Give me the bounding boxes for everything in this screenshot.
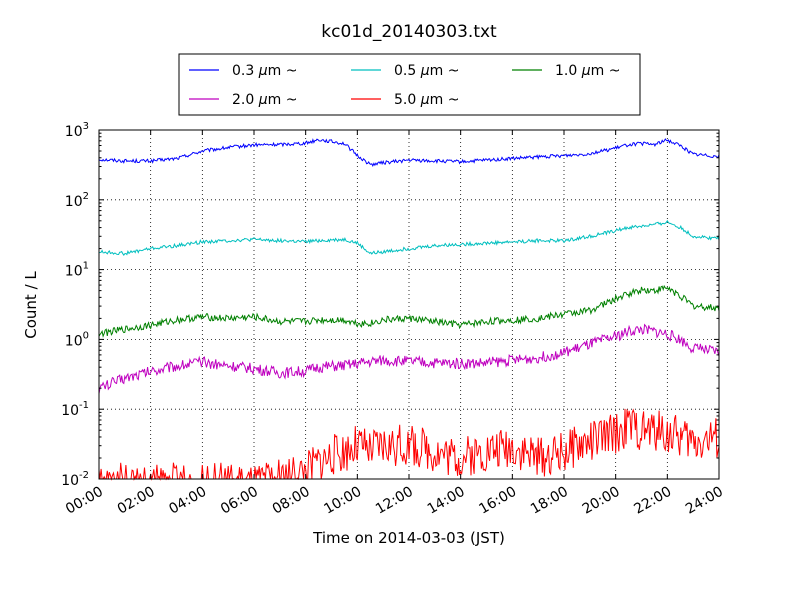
legend-label-size: 0.5 <box>394 63 421 79</box>
x-tick-label: 08:00 <box>270 484 313 518</box>
legend-label: 0.5 μm ~ <box>394 63 459 79</box>
y-tick-label: 102 <box>65 191 89 210</box>
legend-label-unit: m ~ <box>430 63 460 79</box>
y-tick-exponent: -2 <box>79 470 89 481</box>
y-tick-label: 101 <box>65 261 89 280</box>
y-tick-label: 100 <box>65 330 89 349</box>
y-tick-base: 10 <box>65 124 83 140</box>
legend-label-size: 2.0 <box>232 92 259 108</box>
legend-label: 1.0 μm ~ <box>555 63 620 79</box>
legend-label-mu: μ <box>258 92 268 108</box>
legend-label: 2.0 μm ~ <box>232 92 297 108</box>
series-line <box>98 284 720 338</box>
x-tick-label: 14:00 <box>425 484 468 518</box>
y-tick-label: 10-1 <box>61 400 89 419</box>
legend-label-unit: m ~ <box>430 92 460 108</box>
y-tick-base: 10 <box>65 264 83 280</box>
y-tick-base: 10 <box>65 333 83 349</box>
legend-label-size: 1.0 <box>555 63 582 79</box>
y-tick-label: 103 <box>65 121 89 140</box>
x-tick-label: 22:00 <box>631 484 674 518</box>
y-tick-exponent: 0 <box>83 330 89 341</box>
legend-box <box>178 53 641 116</box>
y-tick-base: 10 <box>61 473 79 489</box>
series-lines <box>98 138 720 481</box>
legend-label-mu: μ <box>420 92 430 108</box>
x-tick-label: 04:00 <box>166 484 209 518</box>
x-tick-label: 12:00 <box>373 484 416 518</box>
y-tick-exponent: 1 <box>83 261 89 272</box>
x-tick-label: 20:00 <box>580 484 623 518</box>
series-line <box>98 408 720 481</box>
x-tick-label: 18:00 <box>528 484 571 518</box>
legend-label-unit: m ~ <box>591 63 621 79</box>
chart-title: kc01d_20140303.txt <box>321 22 497 42</box>
legend-label-size: 5.0 <box>394 92 421 108</box>
legend-label-unit: m ~ <box>268 63 298 79</box>
x-tick-label: 24:00 <box>683 484 726 518</box>
legend: 0.3 μm ~0.5 μm ~1.0 μm ~2.0 μm ~5.0 μm ~ <box>178 53 641 116</box>
y-tick-exponent: 2 <box>83 191 89 202</box>
y-tick-exponent: -1 <box>79 400 89 411</box>
grid <box>99 130 719 479</box>
y-tick-exponent: 3 <box>83 121 89 132</box>
y-tick-base: 10 <box>65 194 83 210</box>
legend-label: 0.3 μm ~ <box>232 63 297 79</box>
legend-label-mu: μ <box>581 63 591 79</box>
y-axis-label: Count / L <box>22 271 40 339</box>
y-tick-label: 10-2 <box>61 470 89 489</box>
x-tick-label: 02:00 <box>115 484 158 518</box>
legend-label-mu: μ <box>420 63 430 79</box>
x-axis-label: Time on 2014-03-03 (JST) <box>312 529 505 547</box>
legend-label-unit: m ~ <box>268 92 298 108</box>
series-line <box>98 323 720 394</box>
x-tick-label: 06:00 <box>218 484 261 518</box>
series-line <box>98 219 720 256</box>
x-tick-label: 10:00 <box>321 484 364 518</box>
legend-label-mu: μ <box>258 63 268 79</box>
legend-label: 5.0 μm ~ <box>394 92 459 108</box>
x-tick-label: 16:00 <box>476 484 519 518</box>
y-tick-base: 10 <box>61 403 79 419</box>
legend-label-size: 0.3 <box>232 63 259 79</box>
series-line <box>98 138 720 167</box>
